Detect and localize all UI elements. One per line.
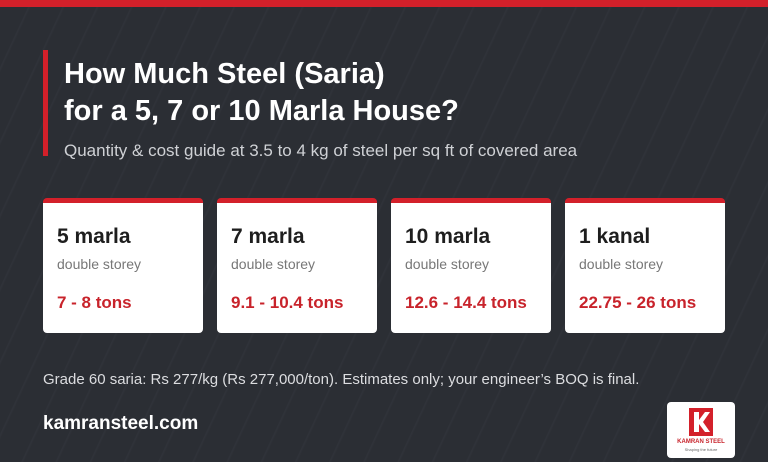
card-subtitle: double storey [405, 256, 490, 272]
card-subtitle: double storey [57, 256, 142, 272]
card: 7 marla double storey 9.1 - 10.4 tons [217, 198, 377, 333]
card-title: 5 marla [57, 225, 131, 248]
title-line: for a 5, 7 or 10 Marla House? [64, 95, 459, 127]
logo-name: KAMRAN STEEL [677, 439, 725, 445]
card-subtitle: double storey [231, 256, 316, 272]
title-line: How Much Steel (Saria) [64, 58, 385, 90]
top-bar [0, 0, 768, 7]
accent-bar [43, 50, 48, 156]
card: 1 kanal double storey 22.75 - 26 tons [565, 198, 725, 333]
card-subtitle: double storey [579, 256, 664, 272]
card-title: 1 kanal [579, 225, 651, 248]
logo-tagline: Shaping the future [684, 447, 718, 452]
logo: KAMRAN STEEL Shaping the future [667, 402, 735, 458]
card-title: 10 marla [405, 225, 491, 248]
card: 5 marla double storey 7 - 8 tons [43, 198, 203, 333]
website[interactable]: kamransteel.com [43, 413, 199, 434]
card-value: 22.75 - 26 tons [579, 293, 697, 312]
card-title: 7 marla [231, 225, 305, 248]
logo-k [694, 412, 710, 432]
logo-icon [689, 408, 713, 436]
card-value: 12.6 - 14.4 tons [405, 293, 527, 312]
footnote: Grade 60 saria: Rs 277/kg (Rs 277,000/to… [43, 371, 640, 388]
subtitle: Quantity & cost guide at 3.5 to 4 kg of … [64, 141, 578, 160]
card-value: 9.1 - 10.4 tons [231, 293, 344, 312]
card: 10 marla double storey 12.6 - 14.4 tons [391, 198, 551, 333]
card-value: 7 - 8 tons [57, 293, 132, 312]
